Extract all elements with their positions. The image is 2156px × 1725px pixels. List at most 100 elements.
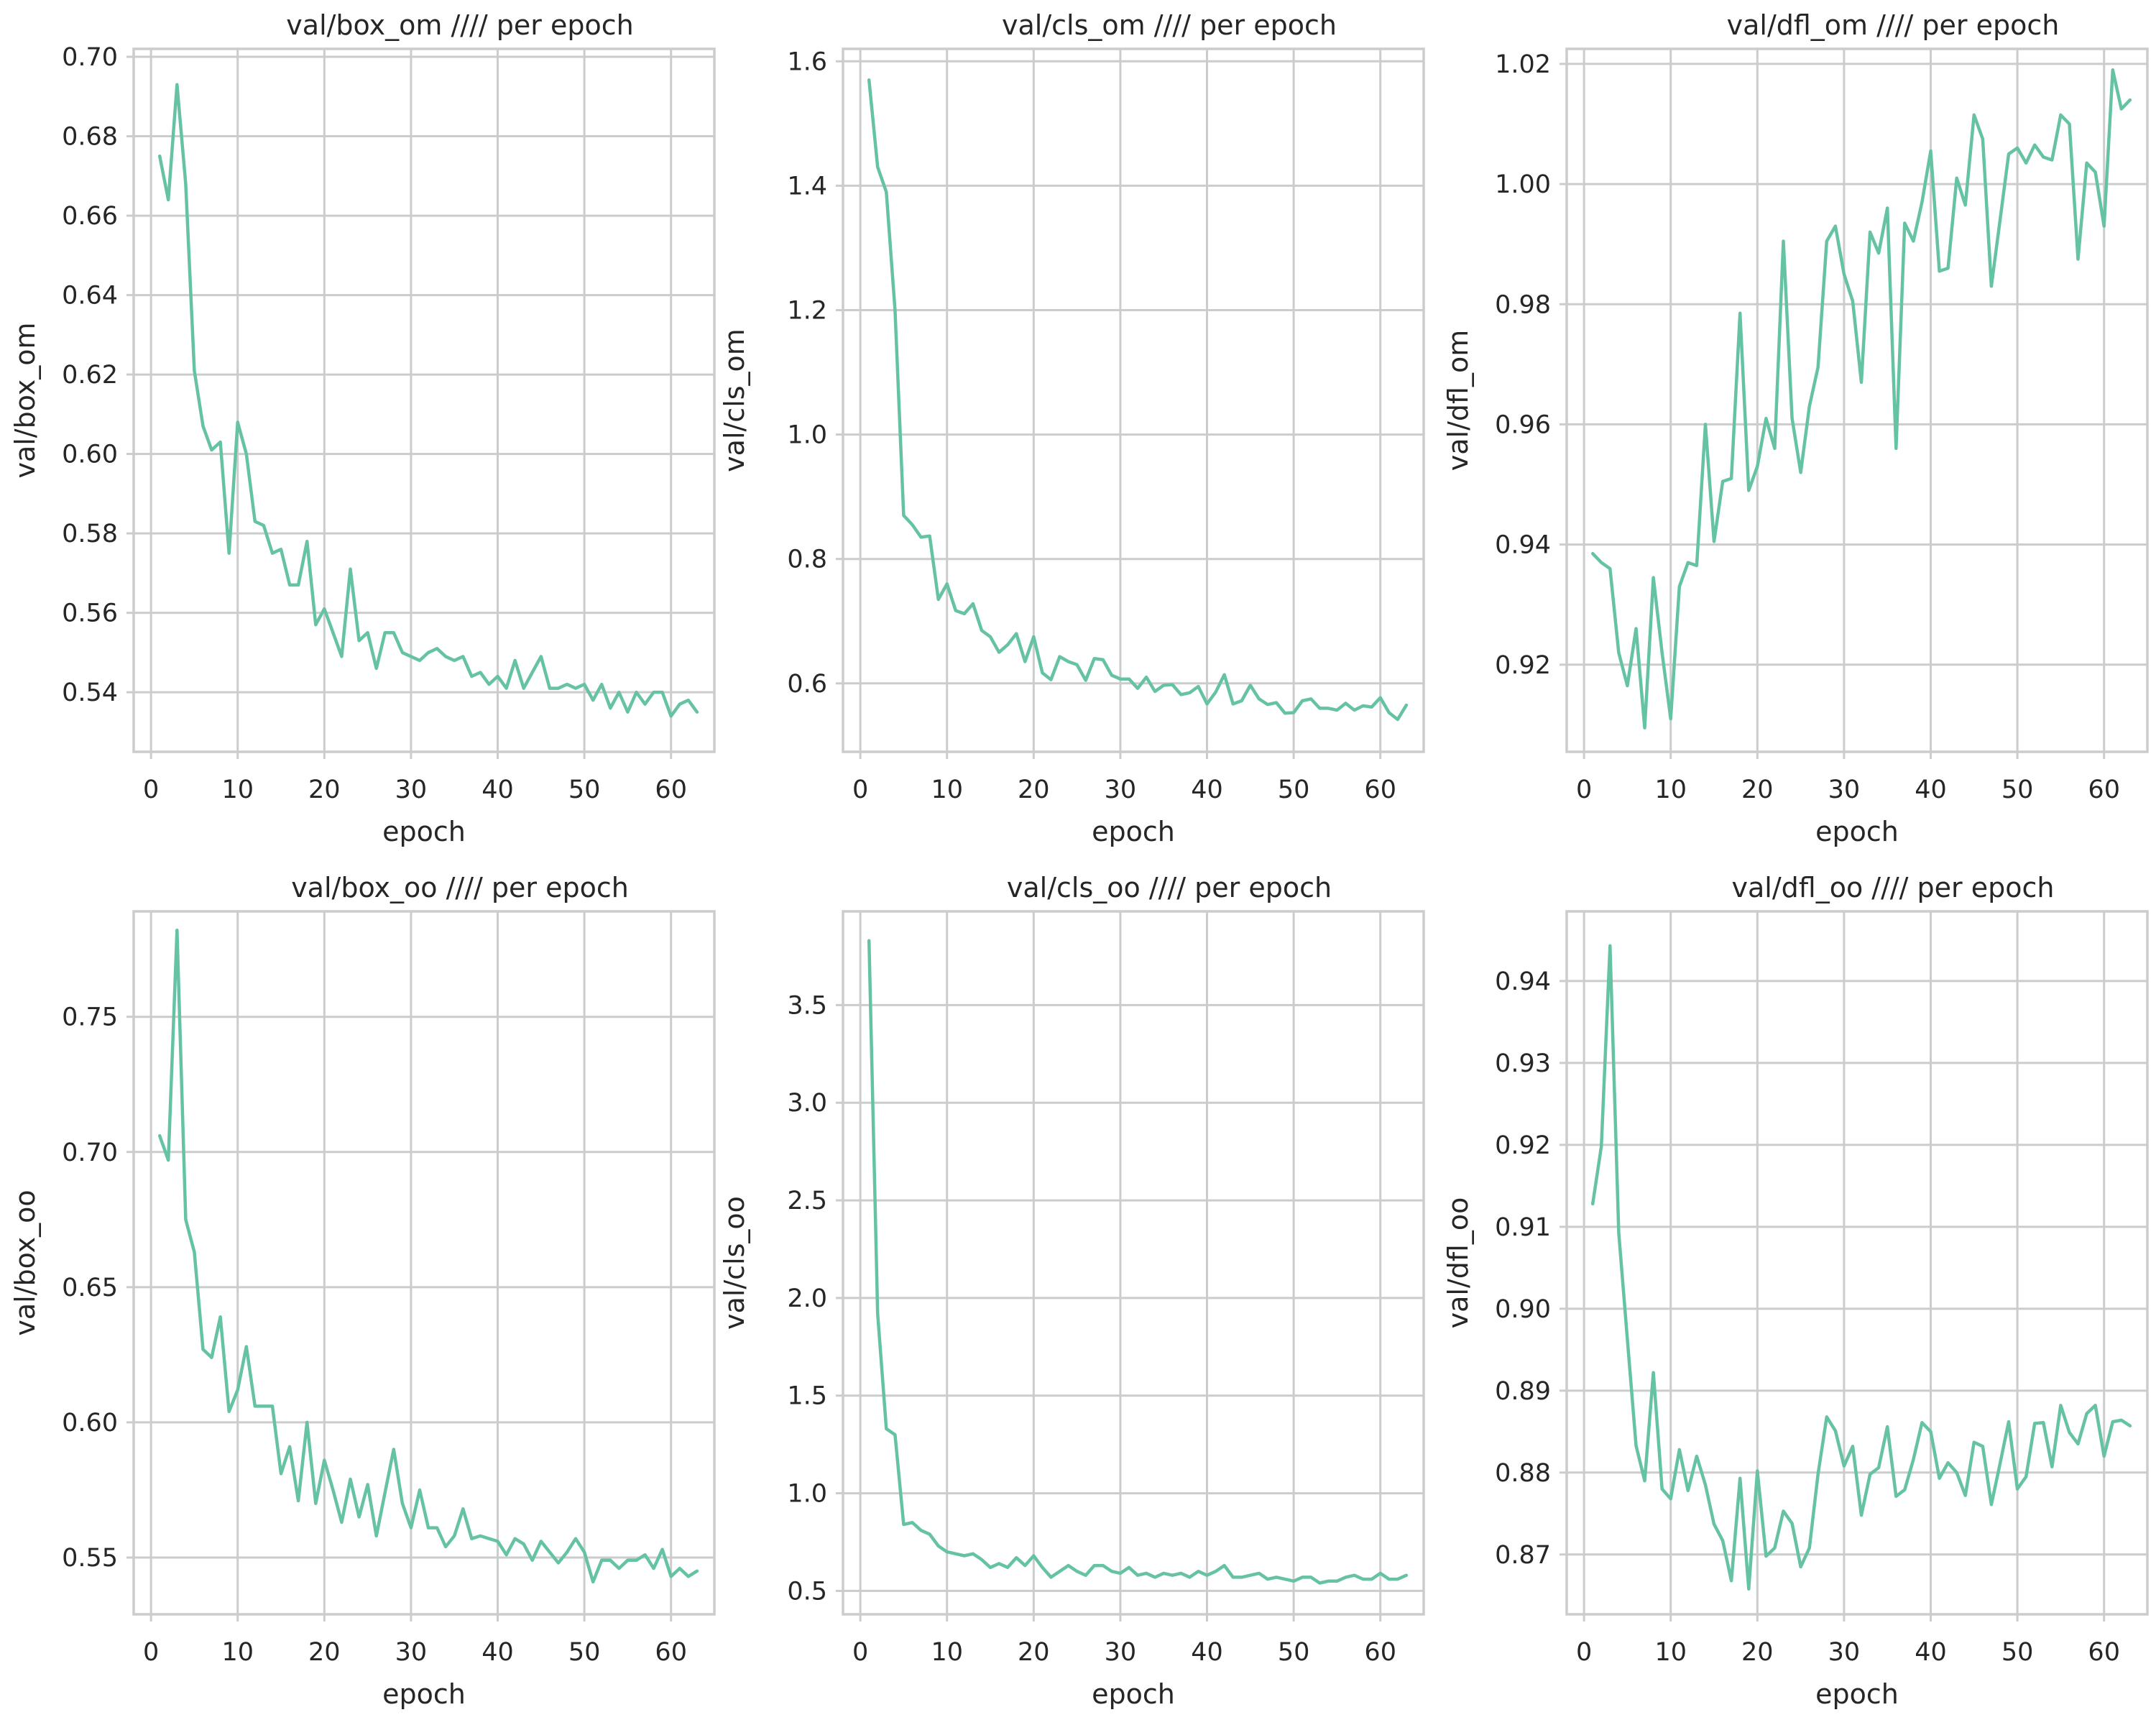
series-line <box>867 939 1409 1585</box>
x-tick-label: 0 <box>1576 1638 1592 1667</box>
y-tick-label: 1.2 <box>787 297 827 326</box>
x-tick-label: 40 <box>1191 1638 1223 1667</box>
y-axis-label: val/box_om <box>9 322 41 478</box>
x-tick-label: 10 <box>1654 1638 1687 1667</box>
plot-frame <box>1565 910 2149 1616</box>
x-tick-label: 20 <box>308 776 341 804</box>
y-axis-label: val/box_oo <box>9 1190 41 1335</box>
y-tick-label: 0.70 <box>62 43 118 72</box>
y-tick-label: 0.87 <box>1495 1541 1551 1570</box>
x-tick-label: 0 <box>143 1638 159 1667</box>
y-tick-label: 0.66 <box>62 202 118 231</box>
chart-title: val/dfl_om //// per epoch <box>1727 9 2060 41</box>
y-tick-label: 2.0 <box>787 1284 827 1313</box>
y-tick-label: 0.54 <box>62 678 118 707</box>
x-tick-label: 10 <box>221 776 254 804</box>
x-tick-label: 20 <box>1018 776 1050 804</box>
plot-frame <box>132 910 716 1616</box>
y-tick-label: 0.92 <box>1495 1131 1551 1160</box>
y-tick-label: 1.6 <box>787 47 827 76</box>
y-tick-label: 0.90 <box>1495 1295 1551 1324</box>
y-tick-label: 3.5 <box>787 991 827 1020</box>
y-tick-label: 0.94 <box>1495 967 1551 996</box>
x-tick-label: 0 <box>1576 776 1592 804</box>
chart-title: val/cls_oo //// per epoch <box>1007 872 1332 903</box>
plot-frame <box>132 47 716 753</box>
chart-title: val/cls_om //// per epoch <box>1002 9 1337 41</box>
x-tick-label: 50 <box>568 1638 601 1667</box>
y-tick-label: 0.98 <box>1495 290 1551 319</box>
x-axis-label: epoch <box>1092 816 1175 847</box>
x-tick-label: 50 <box>2001 776 2034 804</box>
x-tick-label: 40 <box>1915 1638 1947 1667</box>
x-tick-label: 0 <box>852 1638 868 1667</box>
chart-title: val/dfl_oo //// per epoch <box>1732 872 2055 903</box>
chart-panel-4: 0 10 20 30 40 50 60 0.55 0.60 0.65 0.70 0.75 val/box… <box>9 872 716 1710</box>
y-tick-label: 0.8 <box>787 546 827 574</box>
x-tick-label: 60 <box>655 1638 687 1667</box>
y-tick-label: 0.91 <box>1495 1213 1551 1242</box>
y-axis-label: val/dfl_oo <box>1442 1197 1474 1329</box>
x-tick-label: 60 <box>1364 776 1396 804</box>
x-tick-label: 50 <box>1278 1638 1310 1667</box>
y-tick-label: 0.60 <box>62 441 118 469</box>
x-tick-label: 40 <box>482 1638 514 1667</box>
x-tick-label: 20 <box>308 1638 341 1667</box>
y-axis-label: val/dfl_om <box>1442 330 1474 471</box>
series-line <box>157 929 699 1584</box>
chart-title: val/box_om //// per epoch <box>286 9 633 41</box>
y-tick-label: 2.5 <box>787 1187 827 1215</box>
series-line <box>1590 944 2132 1591</box>
y-tick-label: 0.5 <box>787 1577 827 1606</box>
x-tick-label: 30 <box>1105 1638 1137 1667</box>
y-tick-label: 0.89 <box>1495 1377 1551 1406</box>
x-axis-label: epoch <box>1815 816 1899 847</box>
x-tick-label: 60 <box>655 776 687 804</box>
x-tick-label: 10 <box>221 1638 254 1667</box>
x-tick-label: 60 <box>2088 776 2120 804</box>
y-tick-label: 0.56 <box>62 599 118 628</box>
x-tick-label: 40 <box>1191 776 1223 804</box>
y-tick-label: 0.60 <box>62 1409 118 1438</box>
x-tick-label: 60 <box>1364 1638 1396 1667</box>
y-tick-label: 1.0 <box>787 421 827 450</box>
series-line <box>157 83 699 718</box>
chart-title: val/box_oo //// per epoch <box>291 872 629 903</box>
x-tick-label: 20 <box>1741 776 1774 804</box>
x-tick-label: 40 <box>1915 776 1947 804</box>
x-tick-label: 30 <box>1105 776 1137 804</box>
x-tick-label: 50 <box>568 776 601 804</box>
x-tick-label: 10 <box>931 776 963 804</box>
x-tick-label: 40 <box>482 776 514 804</box>
y-tick-label: 0.58 <box>62 520 118 548</box>
y-tick-label: 1.4 <box>787 172 827 201</box>
chart-panel-2: 0 10 20 30 40 50 60 0.6 0.8 1.0 1.2 1.4 1.6 val/cls_o… <box>719 9 1425 847</box>
y-tick-label: 1.02 <box>1495 50 1551 79</box>
y-tick-label: 0.94 <box>1495 531 1551 560</box>
x-axis-label: epoch <box>1092 1678 1175 1710</box>
y-tick-label: 0.55 <box>62 1544 118 1573</box>
series-line <box>867 78 1409 722</box>
y-tick-label: 1.5 <box>787 1382 827 1411</box>
x-tick-label: 30 <box>1828 776 1861 804</box>
y-tick-label: 3.0 <box>787 1089 827 1118</box>
y-axis-label: val/cls_om <box>719 328 750 472</box>
y-tick-label: 0.6 <box>787 670 827 699</box>
x-tick-label: 10 <box>931 1638 963 1667</box>
y-tick-label: 0.75 <box>62 1003 118 1032</box>
y-tick-label: 0.70 <box>62 1138 118 1167</box>
y-tick-label: 0.92 <box>1495 651 1551 680</box>
chart-panel-1: 0 10 20 30 40 50 60 0.54 0.56 0.58 0.60 0.62 0.64 0.6… <box>9 9 716 847</box>
plot-frame <box>842 47 1425 753</box>
y-tick-label: 0.96 <box>1495 410 1551 439</box>
x-tick-label: 0 <box>852 776 868 804</box>
y-tick-label: 0.68 <box>62 123 118 152</box>
x-tick-label: 50 <box>2001 1638 2034 1667</box>
chart-panel-3: 0 10 20 30 40 50 60 0.92 0.94 0.96 0.98 1.00 1.02 val… <box>1442 9 2149 847</box>
x-tick-label: 30 <box>395 776 428 804</box>
y-tick-label: 0.93 <box>1495 1049 1551 1078</box>
x-tick-label: 30 <box>395 1638 428 1667</box>
y-axis-label: val/cls_oo <box>719 1196 750 1330</box>
x-tick-label: 30 <box>1828 1638 1861 1667</box>
